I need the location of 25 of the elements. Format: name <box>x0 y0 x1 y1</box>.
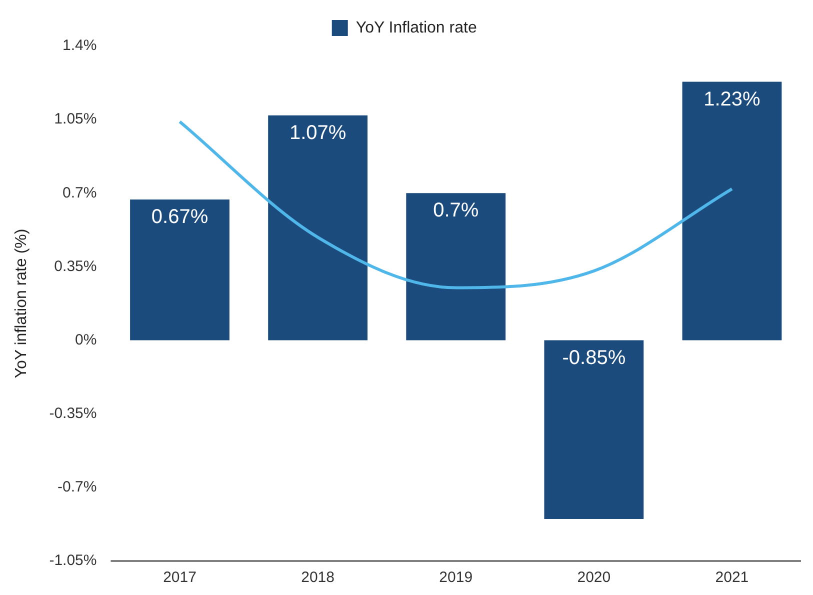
bar <box>682 82 782 340</box>
x-tick-label: 2021 <box>715 569 749 586</box>
bar <box>544 340 644 519</box>
y-tick-label: 0% <box>75 331 97 348</box>
data-label: 1.23% <box>704 88 761 110</box>
y-tick-label: 1.05% <box>54 110 97 128</box>
y-tick-label: -1.05% <box>49 552 97 570</box>
y-tick-label: 1.4% <box>62 37 97 54</box>
x-tick-label: 2019 <box>439 569 473 586</box>
y-tick-label: 0.35% <box>54 258 97 275</box>
bar <box>268 115 368 340</box>
bar <box>406 193 506 340</box>
x-tick-label: 2017 <box>163 569 196 586</box>
x-tick-label: 2020 <box>577 569 611 586</box>
legend-label: YoY Inflation rate <box>356 19 477 36</box>
data-label: -0.85% <box>562 346 626 369</box>
y-tick-label: 0.7% <box>62 184 97 202</box>
data-label: 1.07% <box>289 122 346 144</box>
data-label: 0.67% <box>151 206 208 228</box>
y-tick-label: -0.7% <box>58 478 97 496</box>
x-tick-label: 2018 <box>301 569 334 586</box>
y-tick-label: -0.35% <box>49 405 97 422</box>
bar <box>130 199 230 340</box>
data-label: 0.7% <box>433 200 479 222</box>
y-axis-title: YoY inflation rate (%) <box>13 228 30 378</box>
